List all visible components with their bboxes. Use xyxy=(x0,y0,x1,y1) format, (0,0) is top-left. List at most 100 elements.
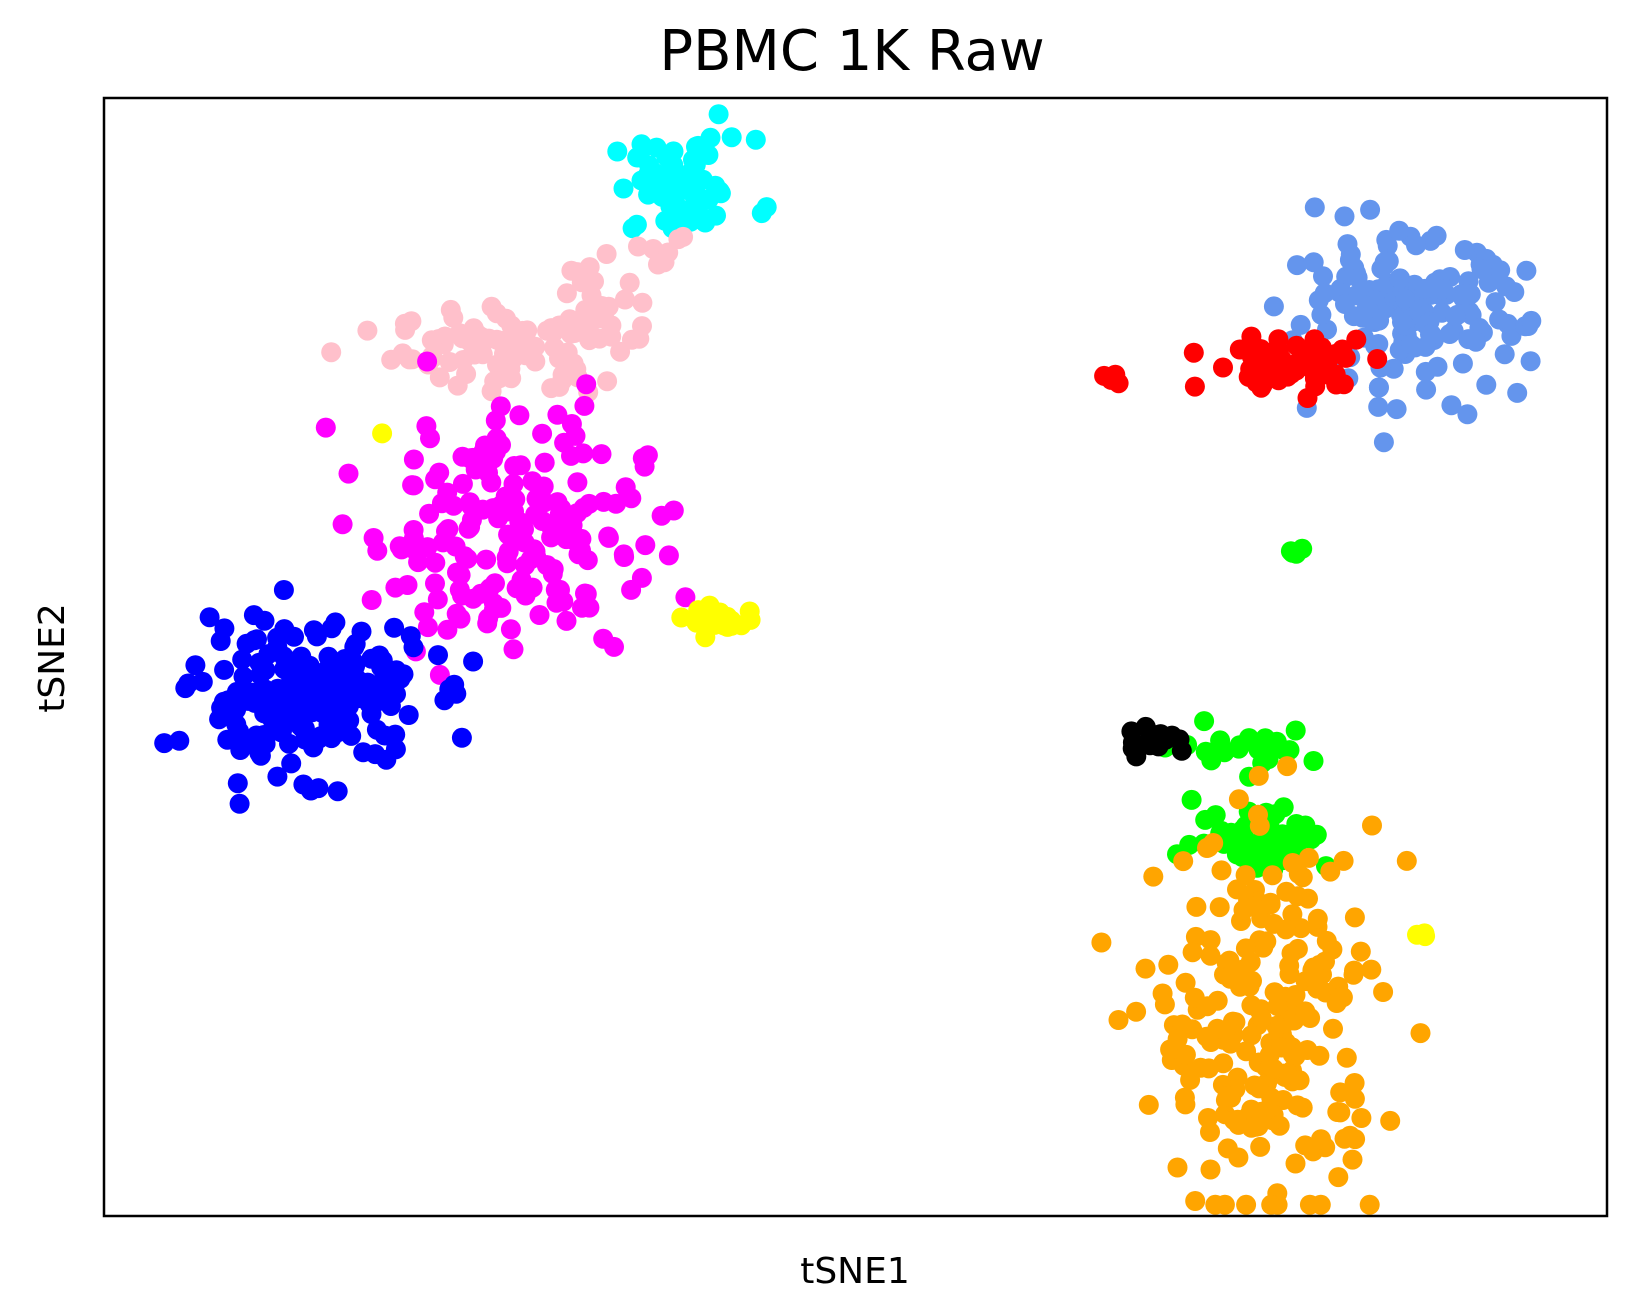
scatter-point-series-2-cluster-0 xyxy=(567,503,588,524)
scatter-point-series-3-cluster-0 xyxy=(398,705,419,725)
scatter-point-series-2-cluster-0 xyxy=(500,619,521,640)
scatter-point-series-5-cluster-0 xyxy=(1334,206,1355,227)
scatter-point-series-2-cluster-0 xyxy=(431,493,452,514)
scatter-point-series-5-cluster-0 xyxy=(1389,268,1410,289)
scatter-point-series-3-cluster-0 xyxy=(463,651,484,672)
scatter-point-series-9-cluster-0 xyxy=(1185,926,1206,947)
scatter-point-series-3-cluster-0 xyxy=(365,744,386,765)
scatter-point-series-3-cluster-0 xyxy=(357,672,378,693)
scatter-point-series-9-cluster-0 xyxy=(1200,1159,1221,1180)
scatter-point-series-2-cluster-0 xyxy=(534,452,555,473)
scatter-point-series-5-cluster-0 xyxy=(1337,234,1358,255)
scatter-point-series-0-cluster-0 xyxy=(708,104,729,125)
scatter-point-series-2-cluster-0 xyxy=(447,562,467,583)
scatter-point-series-2-cluster-0 xyxy=(417,351,438,372)
scatter-point-series-2-cluster-0 xyxy=(416,416,437,437)
scatter-point-series-3-cluster-0 xyxy=(281,753,302,774)
scatter-point-series-9-cluster-0 xyxy=(1328,1167,1349,1188)
scatter-point-series-0-cluster-0 xyxy=(631,134,652,155)
scatter-point-series-5-cluster-0 xyxy=(1347,267,1368,288)
scatter-point-series-7-cluster-0 xyxy=(1265,804,1286,825)
scatter-point-series-2-cluster-0 xyxy=(367,540,388,561)
scatter-point-series-0-cluster-0 xyxy=(681,198,702,219)
plot-area-frame xyxy=(102,96,1609,1218)
scatter-point-series-2-cluster-0 xyxy=(658,545,679,566)
scatter-point-series-3-cluster-0 xyxy=(331,703,352,723)
scatter-point-series-7-cluster-1 xyxy=(1239,728,1259,749)
scatter-point-series-3-cluster-0 xyxy=(446,683,467,704)
scatter-point-series-5-cluster-0 xyxy=(1494,344,1515,365)
scatter-point-series-0-cluster-0 xyxy=(706,205,726,226)
scatter-point-series-4-cluster-0 xyxy=(671,607,692,628)
scatter-point-series-6-cluster-0 xyxy=(1267,344,1288,365)
scatter-point-series-3-cluster-0 xyxy=(364,693,385,714)
scatter-point-series-9-cluster-0 xyxy=(1263,1059,1284,1079)
scatter-point-series-2-cluster-0 xyxy=(452,446,473,467)
scatter-point-series-5-cluster-0 xyxy=(1445,306,1466,327)
scatter-point-series-7-cluster-0 xyxy=(1181,789,1202,810)
scatter-point-series-9-cluster-0 xyxy=(1126,1001,1147,1022)
scatter-point-series-9-cluster-0 xyxy=(1361,959,1382,980)
scatter-point-series-9-cluster-0 xyxy=(1217,1086,1238,1107)
scatter-point-series-2-cluster-0 xyxy=(450,608,471,629)
scatter-point-series-2-cluster-0 xyxy=(452,473,473,494)
scatter-point-series-3-cluster-0 xyxy=(428,645,448,666)
scatter-point-series-3-cluster-0 xyxy=(308,728,329,749)
scatter-point-series-2-cluster-0 xyxy=(414,602,435,623)
scatter-point-series-1-cluster-0 xyxy=(464,344,485,365)
scatter-point-series-7-cluster-1 xyxy=(1194,711,1215,732)
scatter-point-series-2-cluster-0 xyxy=(429,462,450,483)
scatter-point-series-3-cluster-0 xyxy=(258,644,279,665)
scatter-point-series-2-cluster-0 xyxy=(574,395,595,416)
scatter-point-series-9-cluster-0 xyxy=(1205,1194,1226,1215)
scatter-point-series-6-cluster-0 xyxy=(1277,366,1298,387)
scatter-point-series-6-cluster-0 xyxy=(1367,349,1388,369)
scatter-point-series-9-cluster-0 xyxy=(1217,1138,1238,1159)
scatter-point-series-9-cluster-0 xyxy=(1152,983,1173,1004)
scatter-point-series-3-cluster-0 xyxy=(250,745,271,766)
scatter-point-series-5-cluster-0 xyxy=(1395,288,1416,309)
scatter-point-series-2-cluster-0 xyxy=(361,590,382,610)
scatter-point-series-2-cluster-0 xyxy=(532,511,553,531)
scatter-point-series-4-cluster-2 xyxy=(1415,926,1436,947)
scatter-point-series-2-cluster-0 xyxy=(511,570,532,590)
scatter-point-series-3-cluster-0 xyxy=(301,658,322,679)
scatter-point-series-2-cluster-0 xyxy=(532,423,553,444)
scatter-point-series-0-cluster-0 xyxy=(745,129,766,150)
scatter-point-series-9-cluster-0 xyxy=(1373,982,1394,1002)
scatter-point-series-2-cluster-0 xyxy=(591,444,612,465)
scatter-point-series-6-cluster-0 xyxy=(1241,363,1261,384)
scatter-point-series-2-cluster-0 xyxy=(556,610,577,631)
scatter-point-series-5-cluster-0 xyxy=(1452,353,1473,374)
scatter-point-series-9-cluster-0 xyxy=(1342,1149,1363,1170)
scatter-point-series-0-cluster-0 xyxy=(685,154,706,175)
scatter-point-series-1-cluster-0 xyxy=(321,342,342,363)
scatter-point-series-2-cluster-0 xyxy=(547,404,568,425)
scatter-point-series-5-cluster-0 xyxy=(1368,334,1389,354)
scatter-point-series-9-cluster-0 xyxy=(1323,1018,1343,1039)
scatter-point-series-9-cluster-0 xyxy=(1359,1194,1380,1215)
scatter-point-series-1-cluster-1 xyxy=(628,236,648,257)
scatter-point-series-1-cluster-1 xyxy=(596,244,617,264)
scatter-point-series-5-cluster-0 xyxy=(1335,294,1355,314)
scatter-point-series-1-cluster-1 xyxy=(601,315,622,336)
scatter-point-series-2-cluster-0 xyxy=(476,549,497,570)
scatter-point-series-1-cluster-1 xyxy=(563,353,584,374)
scatter-point-series-5-cluster-0 xyxy=(1290,314,1311,335)
scatter-point-series-9-cluster-0 xyxy=(1380,1110,1401,1131)
x-axis-label: tSNE1 xyxy=(800,1251,910,1292)
scatter-point-series-3-cluster-0 xyxy=(361,648,382,669)
scatter-point-series-9-cluster-0 xyxy=(1248,765,1269,786)
y-axis-label: tSNE2 xyxy=(32,603,73,713)
scatter-point-series-3-cluster-0 xyxy=(279,733,299,754)
scatter-point-series-1-cluster-0 xyxy=(481,381,502,402)
scatter-point-series-5-cluster-0 xyxy=(1504,282,1525,302)
scatter-point-series-1-cluster-1 xyxy=(579,330,600,351)
scatter-point-series-9-cluster-0 xyxy=(1245,1116,1266,1137)
scatter-point-series-5-cluster-0 xyxy=(1392,312,1412,333)
scatter-point-series-1-cluster-0 xyxy=(395,319,416,340)
scatter-point-series-1-cluster-0 xyxy=(447,375,468,396)
scatter-point-series-1-cluster-0 xyxy=(443,307,464,328)
scatter-point-series-1-cluster-1 xyxy=(556,283,577,304)
scatter-point-series-5-cluster-0 xyxy=(1457,404,1478,425)
